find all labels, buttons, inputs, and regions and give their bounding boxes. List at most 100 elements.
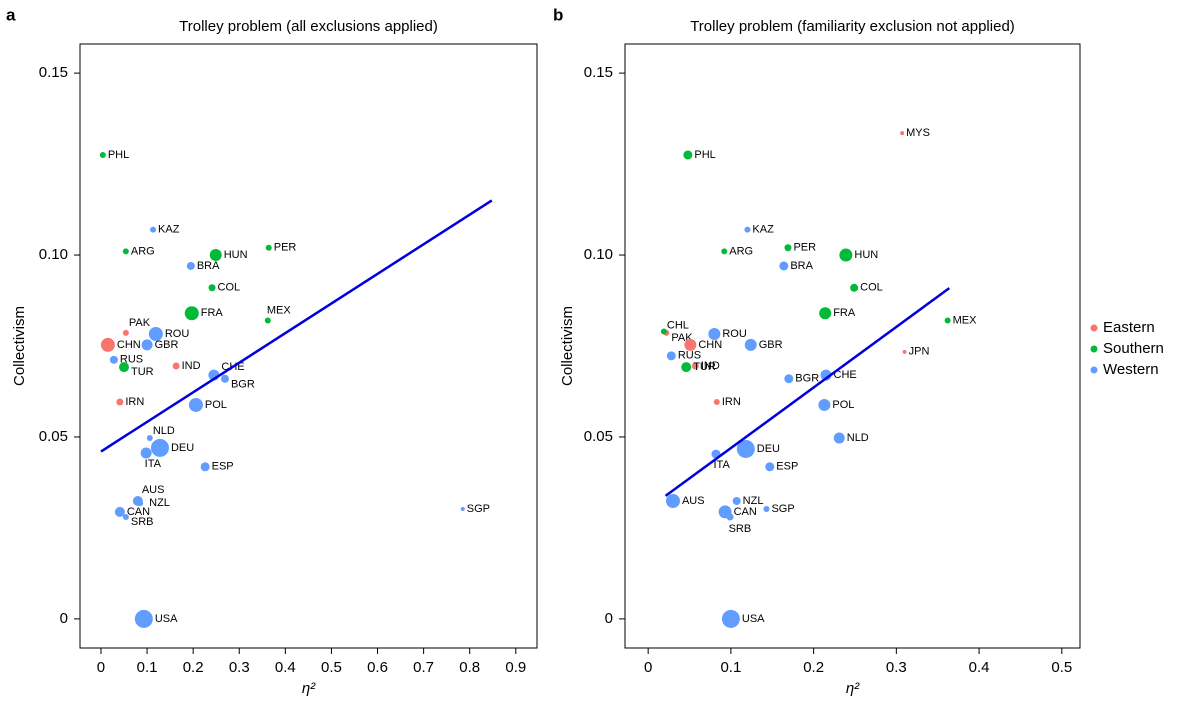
x-tick-label: 0.2 bbox=[803, 659, 824, 676]
point bbox=[460, 507, 465, 512]
point bbox=[900, 131, 905, 136]
legend-swatch bbox=[1090, 345, 1098, 353]
point-label: IRN bbox=[125, 396, 144, 408]
y-tick-label: 0 bbox=[605, 610, 613, 627]
point-label: MYS bbox=[906, 127, 930, 139]
point bbox=[721, 248, 728, 255]
point bbox=[660, 328, 667, 335]
point-label: BRA bbox=[790, 260, 813, 272]
point-label: HUN bbox=[854, 249, 878, 261]
panel-label: b bbox=[553, 5, 563, 24]
point-label: PER bbox=[274, 242, 297, 254]
point bbox=[209, 249, 222, 262]
point-label: GBR bbox=[155, 339, 179, 351]
point-label: BGR bbox=[795, 373, 819, 385]
legend-swatch bbox=[1090, 324, 1098, 332]
x-tick-label: 0.5 bbox=[321, 659, 342, 676]
legend: Eastern Southern Western bbox=[1090, 319, 1164, 378]
point bbox=[140, 447, 152, 459]
y-tick-label: 0.05 bbox=[584, 428, 613, 445]
x-tick-label: 0.9 bbox=[505, 659, 526, 676]
point bbox=[736, 439, 755, 458]
point-label: RUS bbox=[678, 350, 701, 362]
chart-title: Trolley problem (familiarity exclusion n… bbox=[690, 18, 1015, 35]
point bbox=[765, 462, 775, 472]
point-label: SRB bbox=[131, 516, 154, 528]
point-label: PHL bbox=[694, 149, 715, 161]
point-label: ESP bbox=[212, 461, 234, 473]
point-label: USA bbox=[742, 613, 765, 625]
panel-label: a bbox=[6, 5, 16, 24]
y-tick-label: 0.15 bbox=[39, 64, 68, 81]
point-label: CHN bbox=[117, 339, 141, 351]
x-axis-title: η² bbox=[846, 680, 860, 697]
x-tick-label: 0 bbox=[97, 659, 105, 676]
legend-label: Southern bbox=[1103, 340, 1164, 357]
x-tick-label: 0.4 bbox=[969, 659, 990, 676]
point-label: KAZ bbox=[158, 223, 180, 235]
point bbox=[116, 398, 124, 406]
point bbox=[265, 244, 272, 251]
y-tick-label: 0.15 bbox=[584, 64, 613, 81]
point bbox=[708, 327, 721, 340]
point bbox=[220, 374, 229, 383]
chart-title: Trolley problem (all exclusions applied) bbox=[179, 18, 438, 35]
point-label: MEX bbox=[267, 304, 292, 316]
point bbox=[184, 306, 199, 321]
point-label: NLD bbox=[847, 432, 869, 444]
x-tick-label: 0.1 bbox=[720, 659, 741, 676]
point-label: ARG bbox=[131, 245, 155, 257]
panel: b Trolley problem (familiarity exclusion … bbox=[553, 5, 1081, 697]
point-label: CAN bbox=[127, 506, 150, 518]
x-tick-label: 0 bbox=[644, 659, 652, 676]
x-tick-label: 0.1 bbox=[137, 659, 158, 676]
point-label: ROU bbox=[722, 328, 747, 340]
point-label: NZL bbox=[743, 495, 764, 507]
y-tick-label: 0 bbox=[60, 610, 68, 627]
point-label: NZL bbox=[149, 497, 170, 509]
point bbox=[784, 374, 794, 384]
point bbox=[684, 338, 697, 351]
point bbox=[146, 435, 153, 442]
x-tick-label: 0.2 bbox=[183, 659, 204, 676]
point bbox=[713, 399, 720, 406]
point-label: PHL bbox=[108, 149, 129, 161]
point bbox=[150, 226, 157, 233]
plot-frame bbox=[79, 43, 538, 649]
point bbox=[763, 506, 770, 513]
point bbox=[208, 284, 216, 292]
point bbox=[839, 248, 853, 262]
point bbox=[172, 362, 180, 370]
point-label: GBR bbox=[759, 339, 783, 351]
point-label: ROU bbox=[165, 328, 190, 340]
point-label: AUS bbox=[682, 495, 705, 507]
point bbox=[726, 513, 734, 521]
x-tick-label: 0.6 bbox=[367, 659, 388, 676]
point-label: ESP bbox=[776, 461, 798, 473]
point bbox=[109, 355, 118, 364]
point bbox=[119, 362, 130, 373]
point-label: IRN bbox=[722, 396, 741, 408]
point bbox=[732, 497, 741, 506]
point-label: SRB bbox=[729, 523, 752, 535]
point bbox=[833, 432, 845, 444]
legend-label: Eastern bbox=[1103, 319, 1155, 336]
point-label: ITA bbox=[714, 459, 731, 471]
point-label: KAZ bbox=[752, 223, 774, 235]
x-tick-label: 0.3 bbox=[886, 659, 907, 676]
point bbox=[850, 283, 859, 292]
point bbox=[721, 609, 740, 628]
point-label: AUS bbox=[142, 484, 165, 496]
point bbox=[744, 226, 751, 233]
point bbox=[122, 248, 129, 255]
point-label: DEU bbox=[757, 443, 780, 455]
point bbox=[134, 609, 153, 628]
point bbox=[665, 494, 680, 509]
point-label: POL bbox=[832, 399, 854, 411]
legend-swatch bbox=[1090, 366, 1098, 374]
point-label: CHN bbox=[698, 339, 722, 351]
point bbox=[122, 329, 129, 336]
point bbox=[683, 150, 693, 160]
point-label: HUN bbox=[224, 249, 248, 261]
